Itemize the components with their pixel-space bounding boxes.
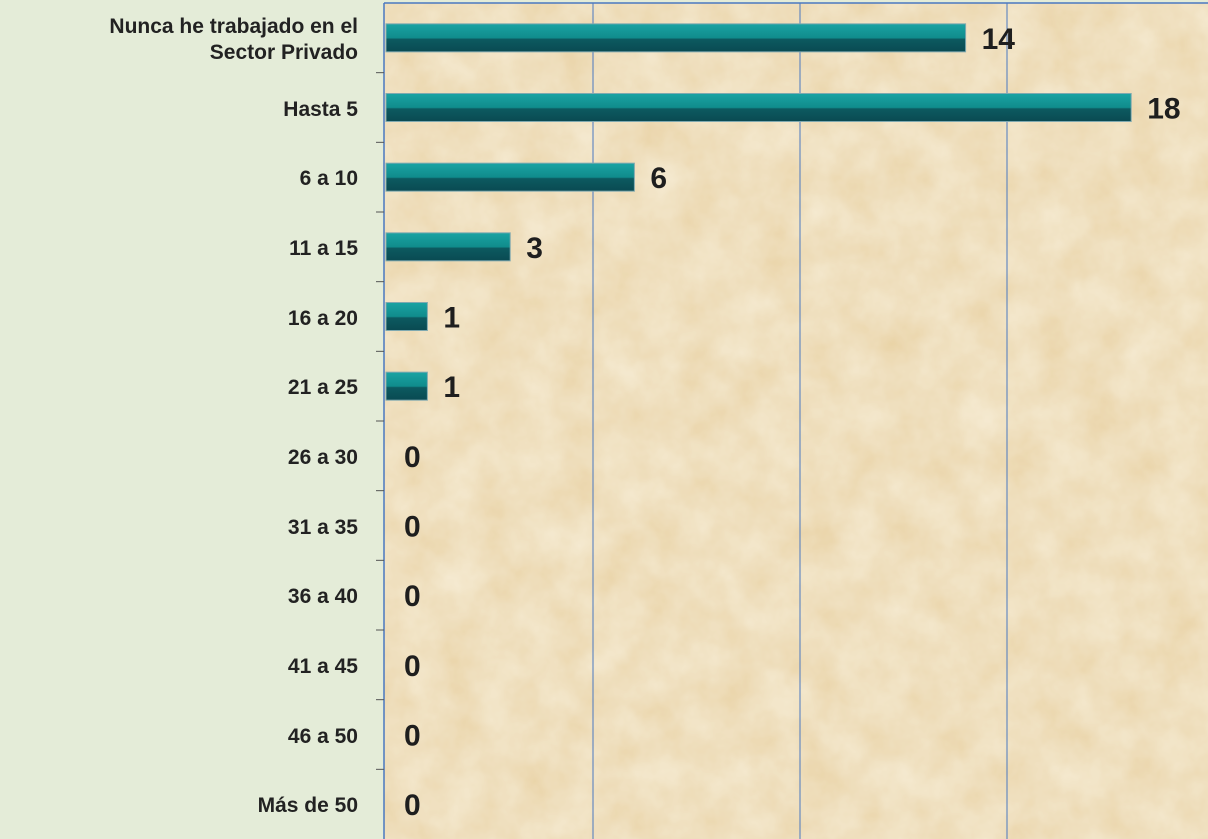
value-label: 14	[982, 23, 1016, 56]
bar	[385, 162, 635, 192]
category-label: 11 a 15	[289, 236, 358, 260]
value-label: 0	[404, 580, 421, 613]
bar	[385, 371, 428, 401]
value-label: 0	[404, 719, 421, 752]
category-label: Hasta 5	[283, 97, 358, 121]
bar	[385, 93, 1132, 122]
value-label: 18	[1147, 92, 1180, 125]
category-label: 21 a 25	[287, 376, 358, 400]
value-label: 0	[404, 441, 421, 474]
value-label: 0	[404, 789, 421, 822]
plot-background	[384, 3, 1208, 839]
bar	[385, 232, 511, 262]
value-label: 3	[526, 232, 543, 265]
category-label: Nunca he trabajado en el Sector Privado	[109, 14, 358, 64]
category-label: 26 a 30	[287, 445, 358, 469]
category-label: 16 a 20	[287, 306, 358, 330]
value-label: 1	[443, 301, 460, 334]
category-label: 41 a 45	[287, 654, 358, 678]
category-label: 6 a 10	[299, 167, 358, 191]
bar	[385, 302, 428, 331]
bar	[385, 23, 967, 53]
category-label: 46 a 50	[287, 724, 358, 748]
category-label: Más de 50	[257, 794, 358, 818]
value-label: 0	[404, 650, 421, 683]
category-label: 31 a 35	[287, 515, 358, 539]
value-label: 1	[443, 371, 460, 404]
category-label: 36 a 40	[287, 585, 358, 609]
value-label: 0	[404, 510, 421, 543]
value-label: 6	[650, 162, 667, 195]
